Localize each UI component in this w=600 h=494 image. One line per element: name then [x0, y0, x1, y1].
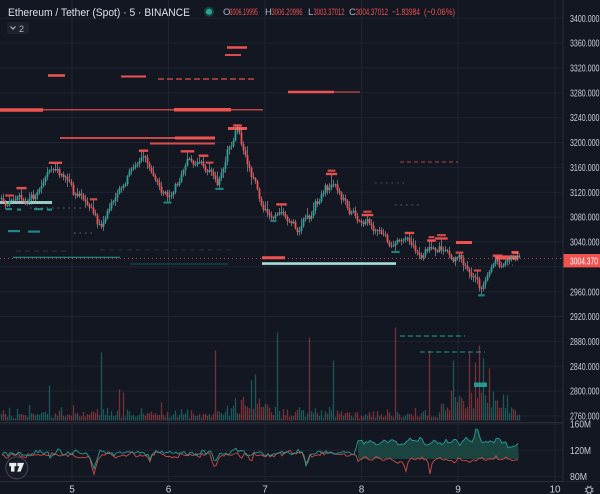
- svg-text:10: 10: [549, 484, 561, 494]
- svg-text:2760.000: 2760.000: [570, 412, 600, 423]
- svg-text:3004.370: 3004.370: [570, 257, 598, 268]
- svg-text:O: O: [223, 7, 230, 18]
- svg-text:3003.37012: 3003.37012: [314, 7, 345, 18]
- svg-text:C: C: [349, 7, 356, 18]
- svg-text:3280.000: 3280.000: [570, 88, 600, 99]
- svg-text:2920.000: 2920.000: [570, 312, 600, 323]
- svg-text:L: L: [308, 7, 313, 18]
- svg-text:2880.000: 2880.000: [570, 337, 600, 348]
- svg-text:2: 2: [19, 24, 24, 34]
- svg-text:3360.000: 3360.000: [570, 39, 600, 50]
- svg-text:3006.20996: 3006.20996: [272, 7, 303, 18]
- svg-text:3320.000: 3320.000: [570, 64, 600, 75]
- svg-text:2840.000: 2840.000: [570, 362, 600, 373]
- svg-text:6: 6: [166, 484, 172, 494]
- svg-text:120M: 120M: [570, 446, 591, 457]
- svg-text:3006.19995: 3006.19995: [230, 7, 259, 18]
- svg-text:3240.000: 3240.000: [570, 113, 600, 124]
- svg-text:3080.000: 3080.000: [570, 213, 600, 224]
- svg-text:Ethereum / Tether (Spot) · 5 ·: Ethereum / Tether (Spot) · 5 · BINANCE: [8, 7, 190, 19]
- svg-text:3200.000: 3200.000: [570, 138, 600, 149]
- svg-text:H: H: [265, 7, 272, 18]
- svg-text:−1.83984: −1.83984: [392, 7, 420, 18]
- svg-text:160M: 160M: [570, 420, 591, 431]
- svg-text:80M: 80M: [570, 472, 587, 483]
- svg-text:3040.000: 3040.000: [570, 238, 600, 249]
- svg-text:5: 5: [69, 484, 75, 494]
- svg-text:3160.000: 3160.000: [570, 163, 600, 174]
- svg-text:3400.000: 3400.000: [570, 14, 600, 25]
- svg-text:3120.000: 3120.000: [570, 188, 600, 199]
- svg-text:8: 8: [359, 484, 365, 494]
- svg-text:3004.37012: 3004.37012: [356, 7, 389, 18]
- svg-text:7: 7: [262, 484, 268, 494]
- svg-text:2800.000: 2800.000: [570, 387, 600, 398]
- svg-text:(−0.06%): (−0.06%): [424, 7, 455, 18]
- svg-text:9: 9: [455, 484, 461, 494]
- svg-text:2960.000: 2960.000: [570, 287, 600, 298]
